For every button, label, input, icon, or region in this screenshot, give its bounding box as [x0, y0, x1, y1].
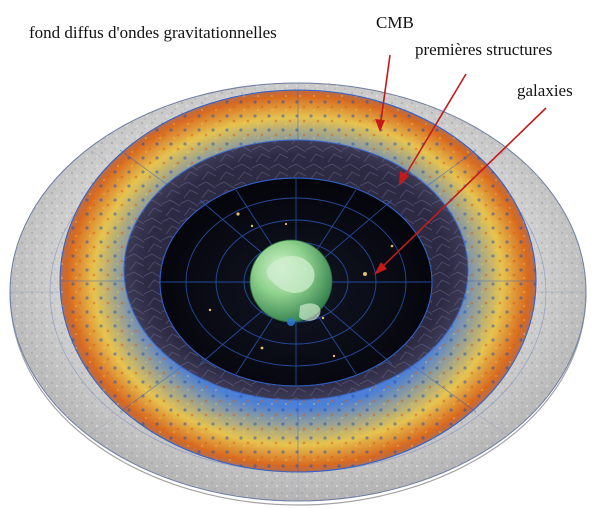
galaxies-arrow [377, 107, 547, 272]
first-structures-arrowhead [399, 171, 409, 186]
annotation-arrows [374, 54, 547, 275]
galaxies-arrowhead [374, 262, 387, 275]
first-structures-label: premières structures [415, 40, 552, 59]
galaxies-label: galaxies [517, 81, 573, 100]
cmb-arrowhead [375, 119, 385, 132]
gravitational-wave-background-label: fond diffus d'ondes gravitationnelles [29, 23, 277, 42]
cmb-arrow [379, 54, 391, 129]
earth-globe [249, 239, 333, 326]
cmb-label: CMB [376, 13, 414, 32]
first-structures-arrow [401, 73, 467, 182]
